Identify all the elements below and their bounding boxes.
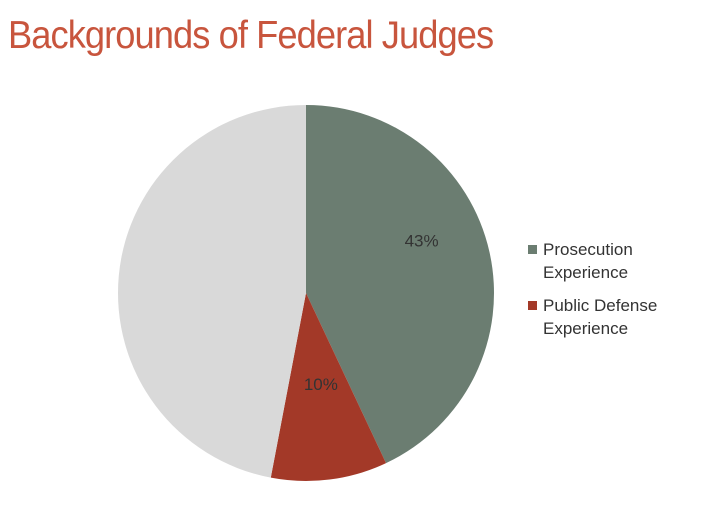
legend: Prosecution Experience Public Defense Exp… xyxy=(528,238,678,350)
pie-slice xyxy=(306,105,494,464)
legend-item: Prosecution Experience xyxy=(528,238,668,284)
legend-label: Public Defense Experience xyxy=(543,296,658,338)
legend-swatch xyxy=(528,301,537,310)
pie-slice xyxy=(117,105,306,478)
legend-label: Prosecution Experience xyxy=(543,240,633,282)
data-label: 43% xyxy=(405,232,439,251)
chart-title: Backgrounds of Federal Judges xyxy=(8,14,494,57)
pie-slice xyxy=(270,293,387,482)
legend-item: Public Defense Experience xyxy=(528,294,668,340)
data-label: 10% xyxy=(304,375,338,394)
legend-swatch xyxy=(528,245,537,254)
